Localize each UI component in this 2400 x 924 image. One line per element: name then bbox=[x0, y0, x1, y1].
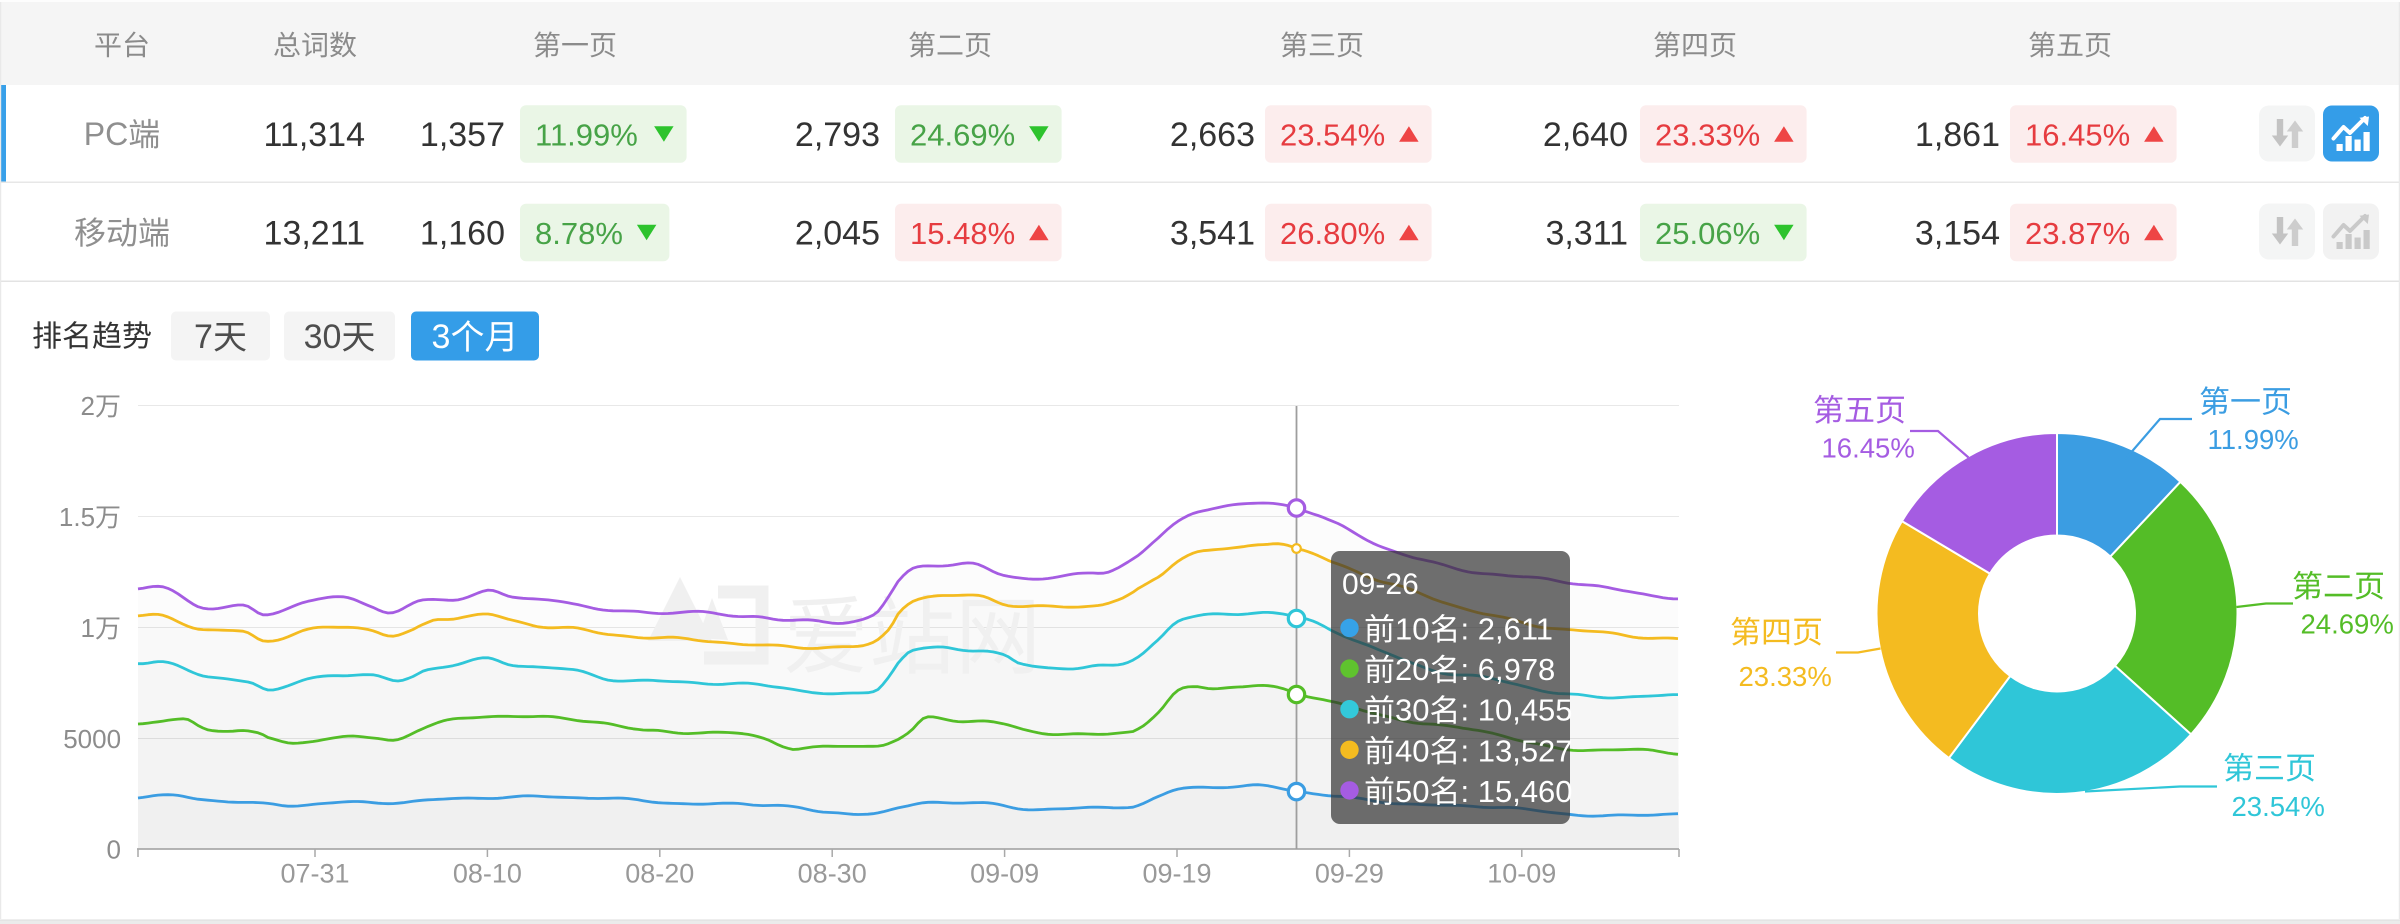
svg-text:23.33%: 23.33% bbox=[1739, 661, 1832, 692]
svg-text:1,160: 1,160 bbox=[420, 214, 505, 252]
svg-text:: 10,455: : 10,455 bbox=[1461, 693, 1573, 728]
svg-text:11,314: 11,314 bbox=[264, 116, 365, 154]
svg-text:23.33%: 23.33% bbox=[1655, 117, 1760, 152]
svg-text:30: 30 bbox=[1395, 693, 1429, 728]
svg-text:2,640: 2,640 bbox=[1543, 116, 1628, 154]
svg-text:15.48%: 15.48% bbox=[910, 216, 1015, 251]
svg-text:2,793: 2,793 bbox=[795, 116, 880, 154]
svg-text:10: 10 bbox=[1395, 612, 1429, 647]
svg-text:08-20: 08-20 bbox=[625, 859, 694, 889]
svg-text:11.99%: 11.99% bbox=[535, 117, 638, 152]
svg-text:23.54%: 23.54% bbox=[2232, 791, 2325, 822]
svg-text:3: 3 bbox=[432, 318, 451, 356]
svg-text:26.80%: 26.80% bbox=[1280, 216, 1385, 251]
svg-text:08-10: 08-10 bbox=[453, 859, 522, 889]
svg-text:3,154: 3,154 bbox=[1915, 214, 2000, 252]
svg-text:23.54%: 23.54% bbox=[1280, 117, 1385, 152]
svg-text:16.45%: 16.45% bbox=[2025, 117, 2130, 152]
svg-text:09-29: 09-29 bbox=[1315, 859, 1384, 889]
svg-text:2,045: 2,045 bbox=[795, 214, 880, 252]
svg-text:1.5: 1.5 bbox=[59, 502, 95, 532]
svg-text:23.87%: 23.87% bbox=[2025, 216, 2130, 251]
svg-text:09-26: 09-26 bbox=[1342, 568, 1419, 601]
svg-text:09-19: 09-19 bbox=[1142, 859, 1211, 889]
svg-text:2: 2 bbox=[81, 391, 95, 421]
svg-text:25.06%: 25.06% bbox=[1655, 216, 1760, 251]
svg-text:3,541: 3,541 bbox=[1170, 214, 1255, 252]
svg-text:16.45%: 16.45% bbox=[1822, 433, 1915, 464]
svg-text:40: 40 bbox=[1395, 733, 1429, 768]
svg-text:24.69%: 24.69% bbox=[910, 117, 1015, 152]
svg-text:0: 0 bbox=[107, 834, 121, 864]
svg-text:11.99%: 11.99% bbox=[2208, 424, 2299, 455]
svg-text:09-09: 09-09 bbox=[970, 859, 1039, 889]
svg-text:1,357: 1,357 bbox=[420, 116, 505, 154]
svg-text:24.69%: 24.69% bbox=[2301, 609, 2394, 640]
svg-text:10-09: 10-09 bbox=[1487, 859, 1556, 889]
svg-text:1: 1 bbox=[81, 613, 95, 643]
svg-text:08-30: 08-30 bbox=[798, 859, 867, 889]
svg-text:: 15,460: : 15,460 bbox=[1461, 774, 1573, 809]
svg-text:: 6,978: : 6,978 bbox=[1461, 652, 1556, 687]
svg-text:8.78%: 8.78% bbox=[535, 216, 623, 251]
svg-text:1,861: 1,861 bbox=[1915, 116, 2000, 154]
svg-text:13,211: 13,211 bbox=[264, 214, 365, 252]
svg-text:07-31: 07-31 bbox=[280, 859, 349, 889]
svg-text:5000: 5000 bbox=[63, 724, 121, 754]
svg-text:30: 30 bbox=[304, 318, 342, 356]
svg-text:: 13,527: : 13,527 bbox=[1461, 733, 1573, 768]
svg-text:20: 20 bbox=[1395, 652, 1429, 687]
svg-text:PC: PC bbox=[84, 116, 128, 152]
svg-text:50: 50 bbox=[1395, 774, 1429, 809]
svg-text:3,311: 3,311 bbox=[1545, 214, 1628, 252]
svg-text:7: 7 bbox=[194, 318, 213, 356]
svg-text:: 2,611: : 2,611 bbox=[1461, 612, 1554, 647]
svg-text:2,663: 2,663 bbox=[1170, 116, 1255, 154]
